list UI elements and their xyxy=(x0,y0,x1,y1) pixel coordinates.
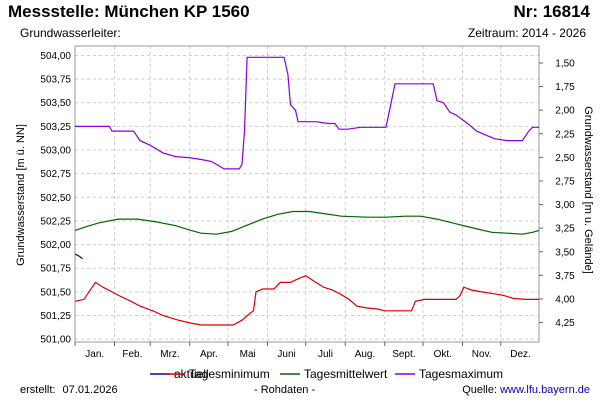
y-axis-left: 504,00 503,75 503,50 503,25 503,00 502,75 502,… xyxy=(40,51,71,346)
x-tick-label: Apr. xyxy=(200,349,218,360)
created-label: erstellt: xyxy=(20,384,56,396)
legend-label-min: Tagesminimum xyxy=(189,367,270,381)
series-line-aktuell xyxy=(74,253,83,260)
aquifer-label: Grundwasserleiter: xyxy=(20,26,121,40)
source-info: Quelle: www.lfu.bayern.de xyxy=(462,384,590,396)
series-lines xyxy=(74,56,540,326)
y-tick-label: 502,75 xyxy=(40,169,71,180)
series-line-max xyxy=(75,56,539,170)
plot-frame xyxy=(74,45,540,343)
x-tick-label: Okt. xyxy=(434,349,452,360)
legend-label-max: Tagesmaximum xyxy=(419,367,503,381)
raw-data-note: - Rohdaten - xyxy=(254,384,316,396)
y-tick-label: 503,00 xyxy=(40,146,71,157)
y-tick-label: 504,00 xyxy=(40,51,71,62)
period-label: Zeitraum: 2014 - 2026 xyxy=(467,26,586,40)
y-tick-label: 503,50 xyxy=(40,98,71,109)
y-axis-title-right: Grundwasserstand [m u. Gelände] xyxy=(582,106,594,274)
legend-label-mittel: Tagesmittelwert xyxy=(304,367,388,381)
y2-tick-label: 2,00 xyxy=(555,106,575,117)
y-tick-label: 502,25 xyxy=(40,216,71,227)
y2-tick-label: 3,50 xyxy=(555,247,575,258)
y-tick-label: 501,50 xyxy=(40,287,71,298)
y2-tick-label: 1,50 xyxy=(555,58,575,69)
y2-tick-label: 2,50 xyxy=(555,153,575,164)
y2-tick-label: 3,00 xyxy=(555,200,575,211)
y2-tick-label: 3,25 xyxy=(555,224,575,235)
x-axis: Jan. Feb. Mrz. Apr. Mai Juni Juli Aug. Sept. Okt.… xyxy=(74,342,531,360)
x-tick-label: Nov. xyxy=(472,349,492,360)
chart-grid xyxy=(75,46,539,342)
y-tick-label: 503,75 xyxy=(40,75,71,86)
y2-tick-label: 4,00 xyxy=(555,294,575,305)
x-tick-label: Juli xyxy=(318,349,333,360)
created-date: 07.01.2026 xyxy=(62,384,118,396)
station-number: Nr: 16814 xyxy=(513,2,590,21)
x-tick-label: Mai xyxy=(240,349,256,360)
x-tick-label: Aug. xyxy=(355,349,376,360)
x-tick-label: Juni xyxy=(277,349,295,360)
station-title: Messstelle: München KP 1560 xyxy=(8,2,250,21)
x-tick-label: Dez. xyxy=(510,349,531,360)
series-line-min xyxy=(74,275,539,326)
x-tick-label: Feb. xyxy=(122,349,142,360)
source-link[interactable]: www.lfu.bayern.de xyxy=(500,384,590,396)
x-tick-label: Sept. xyxy=(392,349,415,360)
y2-tick-label: 3,75 xyxy=(555,271,575,282)
y-tick-label: 502,00 xyxy=(40,240,71,251)
y2-tick-label: 2,75 xyxy=(555,176,575,187)
y-axis-right: 1,50 1,75 2,00 2,25 2,50 2,75 3,00 3,25 3,50 3,75… xyxy=(539,58,575,329)
x-tick-label: Mrz. xyxy=(160,349,179,360)
y-tick-label: 501,25 xyxy=(40,311,71,322)
y2-tick-label: 1,75 xyxy=(555,82,575,93)
y-tick-label: 503,25 xyxy=(40,122,71,133)
created-info: erstellt: 07.01.2026 xyxy=(20,384,118,396)
y-axis-title-left: Grundwasserstand [m ü. NN] xyxy=(15,124,27,266)
legend-label-aktuell: aktuell xyxy=(174,367,209,381)
y-tick-label: 501,75 xyxy=(40,264,71,275)
y2-tick-label: 4,25 xyxy=(555,318,575,329)
y2-tick-label: 2,25 xyxy=(555,129,575,140)
source-label: Quelle: xyxy=(462,384,498,396)
y-tick-label: 502,50 xyxy=(40,193,71,204)
series-line-mittel xyxy=(74,210,540,235)
x-tick-label: Jan. xyxy=(85,349,104,360)
y-tick-label: 501,00 xyxy=(40,335,71,346)
